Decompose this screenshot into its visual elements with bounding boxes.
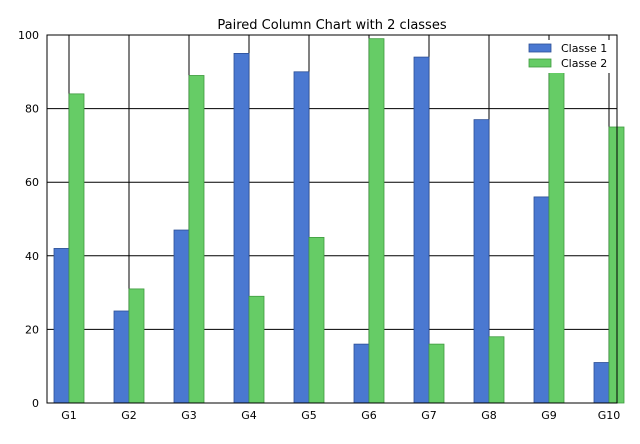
bar-classe-1-g10 xyxy=(593,362,610,404)
chart-title: Paired Column Chart with 2 classes xyxy=(217,18,446,33)
bar-classe-2-g5 xyxy=(308,236,325,404)
legend-swatch xyxy=(528,43,552,53)
legend-label: Classe 1 xyxy=(561,42,607,55)
x-tick-label: G10 xyxy=(598,409,621,422)
bar-classe-2-g9 xyxy=(548,45,565,404)
legend-swatch xyxy=(528,58,552,68)
y-tick-label: 100 xyxy=(18,29,39,42)
y-tick-label: 80 xyxy=(25,103,39,116)
bar-classe-1-g1 xyxy=(53,248,70,404)
bar-classe-2-g6 xyxy=(368,38,385,404)
bar-classe-1-g9 xyxy=(533,196,550,404)
x-tick-label: G3 xyxy=(181,409,197,422)
bar-classe-2-g4 xyxy=(248,295,265,404)
plot-frame xyxy=(46,34,618,404)
bar-classe-2-g8 xyxy=(488,336,505,404)
legend: Classe 1 Classe 2 xyxy=(525,40,611,73)
bar-classe-1-g5 xyxy=(293,71,310,404)
legend-label: Classe 2 xyxy=(561,57,607,70)
x-tick-label: G9 xyxy=(541,409,557,422)
y-axis-ticks: 0 20 40 60 80 100 xyxy=(18,29,39,410)
bar-classe-1-g7 xyxy=(413,56,430,404)
bars xyxy=(53,38,625,404)
bar-classe-2-g7 xyxy=(428,343,445,404)
x-tick-label: G6 xyxy=(361,409,377,422)
bar-classe-1-g4 xyxy=(233,53,250,404)
y-tick-label: 0 xyxy=(32,397,39,410)
bar-classe-2-g1 xyxy=(68,93,85,404)
y-tick-label: 60 xyxy=(25,176,39,189)
x-tick-label: G2 xyxy=(121,409,137,422)
x-tick-label: G8 xyxy=(481,409,497,422)
bar-classe-1-g2 xyxy=(113,310,130,404)
bar-classe-2-g3 xyxy=(188,75,205,404)
x-tick-label: G4 xyxy=(241,409,257,422)
y-tick-label: 40 xyxy=(25,250,39,263)
bar-classe-1-g3 xyxy=(173,229,190,404)
x-axis-ticks: G1 G2 G3 G4 G5 G6 G7 G8 G9 G10 xyxy=(61,409,620,422)
y-tick-label: 20 xyxy=(25,323,39,336)
x-tick-label: G7 xyxy=(421,409,437,422)
x-tick-label: G5 xyxy=(301,409,317,422)
x-tick-label: G1 xyxy=(61,409,77,422)
bar-classe-1-g6 xyxy=(353,343,370,404)
bar-classe-2-g2 xyxy=(128,288,145,404)
bar-classe-1-g8 xyxy=(473,119,490,404)
